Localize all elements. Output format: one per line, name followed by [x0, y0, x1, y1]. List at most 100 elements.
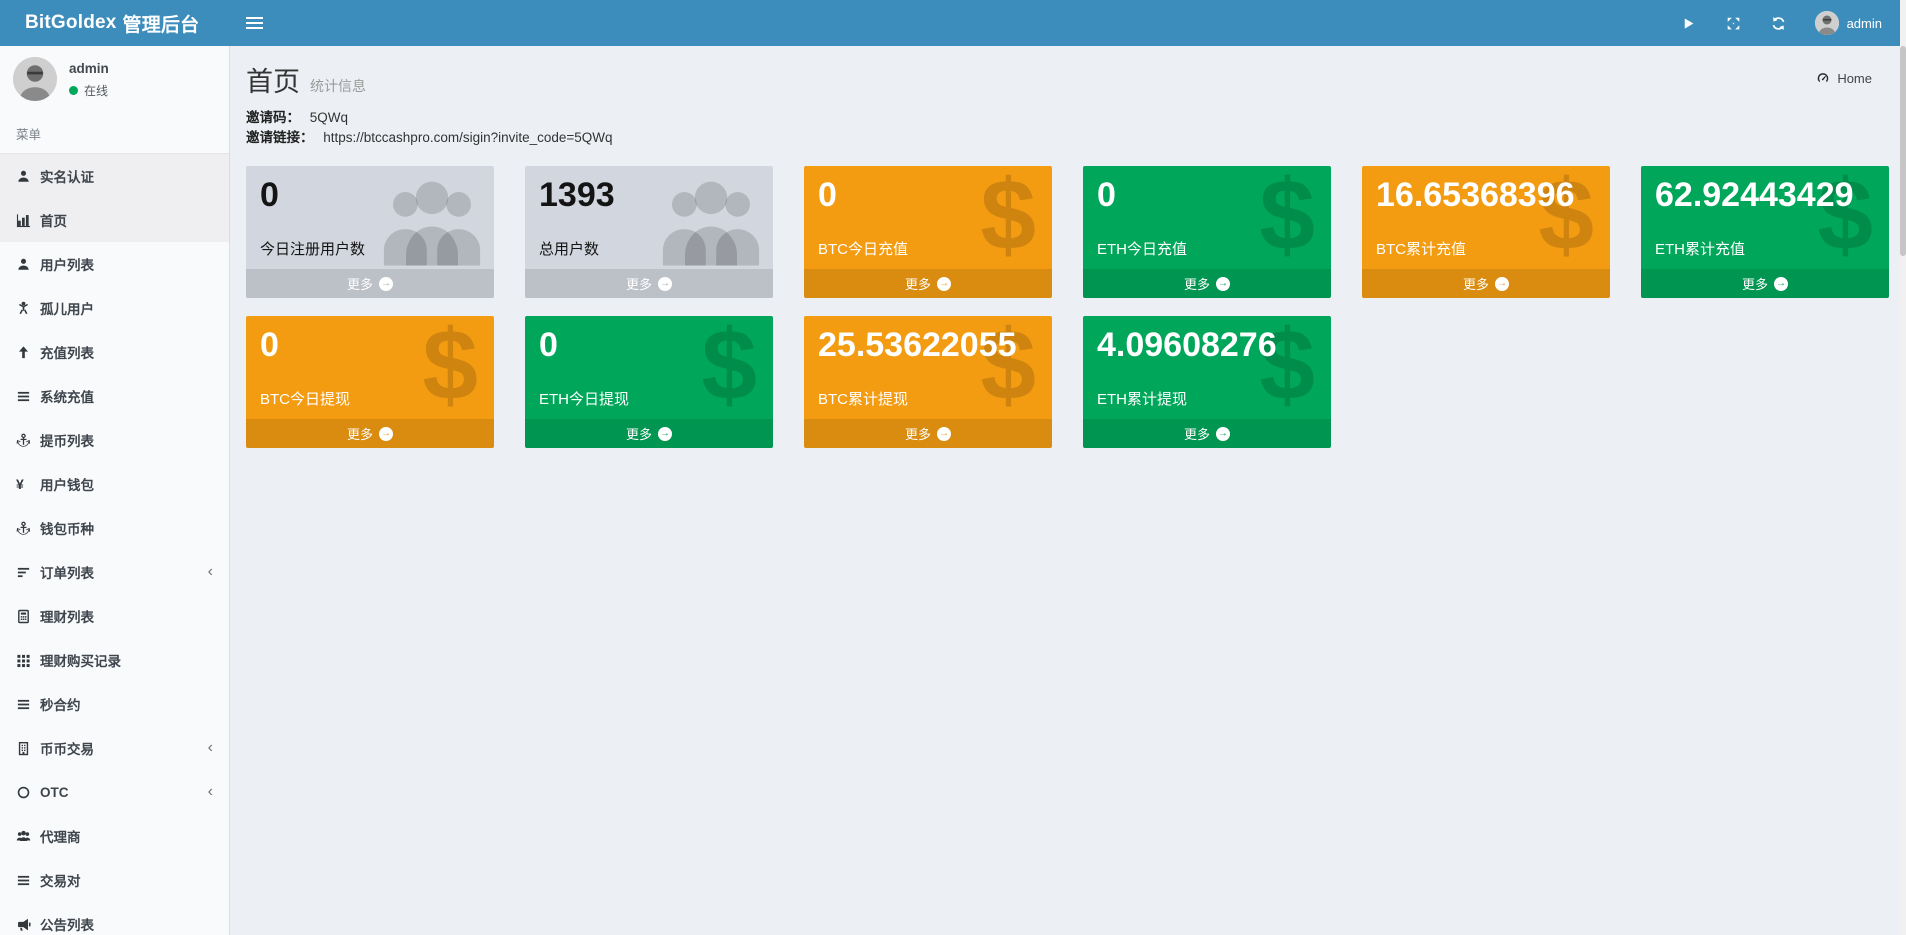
top-navbar: BitGoldex 管理后台 admin — [0, 0, 1906, 46]
sidebar-item-orphan-users[interactable]: 孤儿用户 — [0, 286, 229, 330]
sidebar-item-label: OTC — [40, 784, 69, 800]
user-icon — [16, 257, 40, 272]
stat-box-btc-total-withdraw: 25.53622055 BTC累计提现 $ 更多 → — [804, 316, 1052, 448]
sidebar: admin 在线 菜单 实名认证 首页 用户列表 孤儿用户 充值列表 系统充值 提币列表 ¥ 用… — [0, 46, 230, 935]
stat-value: 62.92443429 — [1655, 176, 1854, 214]
stat-value: 0 — [260, 176, 279, 214]
sidebar-item-label: 秒合约 — [40, 698, 81, 713]
sidebar-item-coin-trade[interactable]: 币币交易 ‹ — [0, 726, 229, 770]
more-link[interactable]: 更多 → — [1083, 269, 1331, 298]
page-subtitle: 统计信息 — [310, 78, 366, 94]
sidebar-item-label: 订单列表 — [40, 566, 94, 581]
anchor-icon — [16, 433, 40, 448]
app-brand[interactable]: BitGoldex 管理后台 — [0, 0, 230, 46]
stat-box-btc-today-recharge: 0 BTC今日充值 $ 更多 → — [804, 166, 1052, 298]
sidebar-toggle-button[interactable] — [230, 0, 278, 46]
stat-value: 0 — [1097, 176, 1116, 214]
stat-box-btc-total-recharge: 16.65368396 BTC累计充值 $ 更多 → — [1362, 166, 1610, 298]
dollar-icon: $ — [1259, 166, 1315, 271]
dollar-icon: $ — [1259, 316, 1315, 421]
more-link[interactable]: 更多 → — [246, 269, 494, 298]
sidebar-item-recharge-list[interactable]: 充值列表 — [0, 330, 229, 374]
more-label: 更多 — [1183, 277, 1210, 292]
dashboard-icon — [1816, 71, 1830, 85]
more-link[interactable]: 更多 → — [804, 419, 1052, 448]
yen-icon: ¥ — [16, 476, 24, 492]
invite-link-line: 邀请链接： https://btccashpro.com/sigin?invit… — [246, 128, 1894, 148]
stat-value: 4.09608276 — [1097, 326, 1277, 364]
users-icon — [380, 174, 484, 271]
sidebar-item-real-name-auth[interactable]: 实名认证 — [0, 154, 229, 198]
more-link[interactable]: 更多 → — [525, 419, 773, 448]
sidebar-item-label: 理财购买记录 — [40, 654, 121, 669]
sidebar-user-panel: admin 在线 — [0, 46, 229, 111]
sidebar-item-finance-buy-records[interactable]: 理财购买记录 — [0, 638, 229, 682]
sidebar-item-user-list[interactable]: 用户列表 — [0, 242, 229, 286]
stat-box-eth-today-recharge: 0 ETH今日充值 $ 更多 → — [1083, 166, 1331, 298]
dollar-icon: $ — [701, 316, 757, 421]
sidebar-item-second-contract[interactable]: 秒合约 — [0, 682, 229, 726]
sidebar-item-agents[interactable]: 代理商 — [0, 814, 229, 858]
building-icon — [16, 741, 40, 756]
sidebar-item-label: 代理商 — [40, 830, 81, 845]
arrow-circle-right-icon: → — [1216, 276, 1230, 291]
breadcrumb[interactable]: Home — [1816, 71, 1872, 86]
sidebar-item-label: 提币列表 — [40, 434, 94, 449]
stat-label: 总用户数 — [539, 241, 600, 258]
user-menu[interactable]: admin — [1801, 11, 1890, 35]
sidebar-item-otc[interactable]: OTC ‹ — [0, 770, 229, 814]
chevron-left-icon: ‹ — [207, 739, 213, 756]
more-link[interactable]: 更多 → — [804, 269, 1052, 298]
more-label: 更多 — [1462, 277, 1489, 292]
sidebar-item-order-list[interactable]: 订单列表 ‹ — [0, 550, 229, 594]
dollar-icon: $ — [1817, 166, 1873, 271]
stat-value: 0 — [818, 176, 837, 214]
sidebar-item-label: 钱包币种 — [40, 522, 94, 537]
sidebar-item-label: 交易对 — [40, 874, 81, 889]
stat-box-total-users: 1393 总用户数 更多 → — [525, 166, 773, 298]
sidebar-item-finance-list[interactable]: 理财列表 — [0, 594, 229, 638]
play-icon[interactable] — [1666, 0, 1711, 46]
dollar-icon: $ — [422, 316, 478, 421]
sidebar-item-wallet-currency[interactable]: 钱包币种 — [0, 506, 229, 550]
sidebar-item-user-wallet[interactable]: ¥ 用户钱包 — [0, 462, 229, 506]
stat-value: 0 — [260, 326, 279, 364]
stat-boxes: 0 今日注册用户数 更多 → 1393 总用户数 更多 → 0 BTC今日充值 $ 更多 → 0 ETH今日… — [246, 166, 1894, 448]
stat-box-btc-today-withdraw: 0 BTC今日提现 $ 更多 → — [246, 316, 494, 448]
page-title: 首页 — [246, 67, 300, 97]
sidebar-item-label: 孤儿用户 — [40, 302, 94, 317]
sidebar-item-home[interactable]: 首页 — [0, 198, 229, 242]
sidebar-item-label: 用户列表 — [40, 258, 94, 273]
more-link[interactable]: 更多 → — [1362, 269, 1610, 298]
sidebar-item-system-recharge[interactable]: 系统充值 — [0, 374, 229, 418]
chevron-left-icon: ‹ — [207, 783, 213, 800]
more-link[interactable]: 更多 → — [1083, 419, 1331, 448]
expand-icon[interactable] — [1711, 0, 1756, 46]
chevron-left-icon: ‹ — [207, 563, 213, 580]
breadcrumb-home: Home — [1837, 70, 1872, 86]
users-icon — [16, 829, 40, 844]
calculator-icon — [16, 609, 40, 624]
refresh-icon[interactable] — [1756, 0, 1801, 46]
sort-icon — [16, 565, 40, 580]
users-icon — [659, 174, 763, 271]
stat-box-eth-total-recharge: 62.92443429 ETH累计充值 $ 更多 → — [1641, 166, 1889, 298]
user-icon — [16, 169, 40, 184]
sidebar-item-withdraw-list[interactable]: 提币列表 — [0, 418, 229, 462]
more-label: 更多 — [625, 427, 652, 442]
more-label: 更多 — [625, 277, 652, 292]
more-label: 更多 — [1741, 277, 1768, 292]
more-link[interactable]: 更多 → — [246, 419, 494, 448]
more-link[interactable]: 更多 → — [525, 269, 773, 298]
stat-value: 16.65368396 — [1376, 176, 1575, 214]
scrollbar[interactable] — [1900, 0, 1906, 935]
sidebar-item-announcement-list[interactable]: 公告列表 — [0, 902, 229, 935]
list-icon — [16, 389, 40, 404]
stat-label: BTC今日提现 — [260, 391, 351, 408]
invite-code-value: 5QWq — [309, 110, 349, 125]
more-link[interactable]: 更多 → — [1641, 269, 1889, 298]
bullhorn-icon — [16, 917, 40, 932]
circle-o-icon — [16, 785, 40, 800]
stat-label: BTC累计提现 — [818, 391, 909, 408]
sidebar-item-trading-pairs[interactable]: 交易对 — [0, 858, 229, 902]
